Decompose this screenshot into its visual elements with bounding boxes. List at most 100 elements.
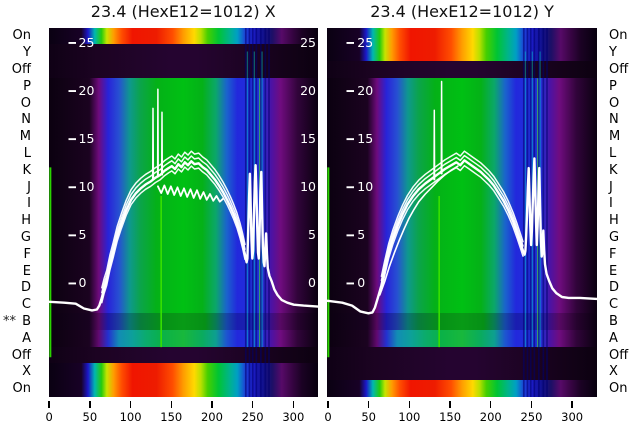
row-label-left-c-16: C: [21, 297, 31, 313]
row-label-left-y-1: Y: [23, 45, 31, 61]
heatmap-row-e-14: [48, 262, 318, 280]
row-label-right-b-17: B: [609, 313, 618, 329]
heatmap-row-off-19: [48, 346, 318, 364]
y-tick-mark: [68, 41, 76, 44]
x-tick-mark: [89, 401, 91, 408]
y-tick-mark: [68, 282, 76, 284]
y-tick-label-right: 20: [300, 82, 316, 98]
row-label-left-on-21: On: [12, 381, 31, 397]
y-tick-label-right: 5: [308, 226, 316, 242]
x-tick-label: 300: [282, 410, 305, 424]
heatmap-row-e-14: [327, 262, 597, 280]
row-label-left-x-20: X: [22, 364, 31, 380]
overlay-trace: [380, 154, 525, 281]
row-label-left-l-7: L: [23, 145, 31, 161]
row-label-right-x-20: X: [609, 364, 618, 380]
y-tick-label: 5: [78, 226, 87, 242]
y-tick-label: 25: [357, 34, 374, 50]
overlay-trace: [156, 87, 159, 177]
row-label-right-f-13: F: [609, 246, 617, 262]
heatmap-row-on-21: [48, 380, 318, 397]
y-tick-label: 10: [357, 178, 374, 194]
row-label-right-k-8: K: [609, 162, 618, 178]
row-label-left-d-15: D: [20, 280, 31, 296]
y-tick-label: 15: [78, 130, 95, 146]
heatmap-row-b-17: [48, 313, 318, 331]
y-tick-label: 5: [357, 226, 366, 242]
row-label-right-h-11: H: [609, 213, 619, 229]
y-tick-label: 20: [78, 82, 95, 98]
x-tick-mark: [292, 401, 295, 408]
x-tick-mark: [129, 401, 132, 408]
row-label-right-on-0: On: [609, 28, 628, 44]
y-tick-label: 0: [357, 275, 366, 290]
y-tick-mark: [68, 185, 76, 188]
x-tick-mark: [170, 401, 172, 408]
row-label-right-d-15: D: [609, 280, 620, 296]
heatmap-row-c-16: [327, 296, 597, 314]
y-tick-label: 20: [357, 82, 374, 98]
x-tick-label: 300: [561, 410, 584, 424]
y-tick-mark: [346, 185, 355, 188]
row-label-right-on-21: On: [609, 381, 628, 397]
row-label-left-i-10: I: [27, 196, 31, 212]
row-label-right-n-5: N: [609, 112, 619, 128]
row-label-left-off-2: Off: [11, 61, 31, 77]
row-label-left-k-8: K: [22, 162, 31, 178]
x-tick-mark: [571, 401, 573, 408]
y-tick-label: 10: [78, 178, 95, 194]
panel-title-y: 23.4 (HexE12=1012) Y: [370, 2, 554, 21]
row-label-left-f-13: F: [23, 246, 31, 262]
x-tick-label: 100: [119, 410, 142, 424]
overlay-svg-y: [327, 27, 597, 397]
heatmap-row-d-15: [327, 279, 597, 297]
x-tick-label: 150: [439, 410, 462, 424]
heatmap-row-c-16: [48, 296, 318, 314]
y-tick-mark: [68, 233, 76, 236]
row-label-left-o-4: O: [20, 95, 31, 111]
heatmap-row-n-5: [327, 111, 597, 129]
heatmap-row-y-1: [327, 44, 597, 62]
x-tick-mark: [327, 401, 329, 408]
x-tick-mark: [367, 401, 370, 408]
overlay-trace: [440, 80, 443, 175]
heatmap-row-a-18: [327, 329, 597, 348]
y-tick-mark: [346, 233, 355, 236]
row-label-right-m-6: M: [609, 129, 621, 145]
y-tick-mark: [68, 137, 76, 140]
y-tick-label: 15: [357, 130, 374, 146]
row-label-right-y-1: Y: [609, 45, 617, 61]
x-tick-mark: [211, 401, 213, 408]
row-label-right-e-14: E: [609, 263, 618, 279]
x-tick-mark: [48, 401, 50, 408]
heatmap-row-d-15: [48, 279, 318, 297]
x-tick-label: 250: [241, 410, 264, 424]
overlay-trace: [160, 111, 163, 176]
overlay-trace: [156, 183, 224, 203]
row-label-right-l-7: L: [609, 145, 617, 161]
heatmap-row-off-19: [327, 346, 597, 364]
x-tick-label: 50: [361, 410, 376, 424]
row-label-right-a-18: A: [609, 330, 618, 346]
heatmap-row-p-3: [48, 77, 318, 96]
y-tick-mark: [346, 137, 355, 140]
heatmap-row-on-0: [327, 27, 597, 45]
x-tick-mark: [408, 401, 411, 408]
row-label-left-g-12: G: [20, 229, 31, 245]
overlay-svg-x: [48, 27, 318, 397]
row-label-right-off-19: Off: [609, 347, 629, 363]
y-tick-label-right: 0: [308, 275, 316, 290]
heatmap-row-y-1: [48, 44, 318, 62]
row-marker-asterisks: **: [3, 313, 16, 329]
overlay-trace: [100, 154, 246, 293]
row-label-left-a-18: A: [22, 330, 31, 346]
row-label-right-c-16: C: [609, 297, 619, 313]
overlay-trace: [380, 149, 525, 277]
overlay-trace: [327, 156, 597, 314]
x-tick-label: 250: [520, 410, 543, 424]
x-tick-mark: [449, 401, 451, 408]
x-tick-label: 100: [398, 410, 421, 424]
overlay-trace: [151, 107, 154, 180]
y-tick-label: 0: [78, 275, 87, 290]
